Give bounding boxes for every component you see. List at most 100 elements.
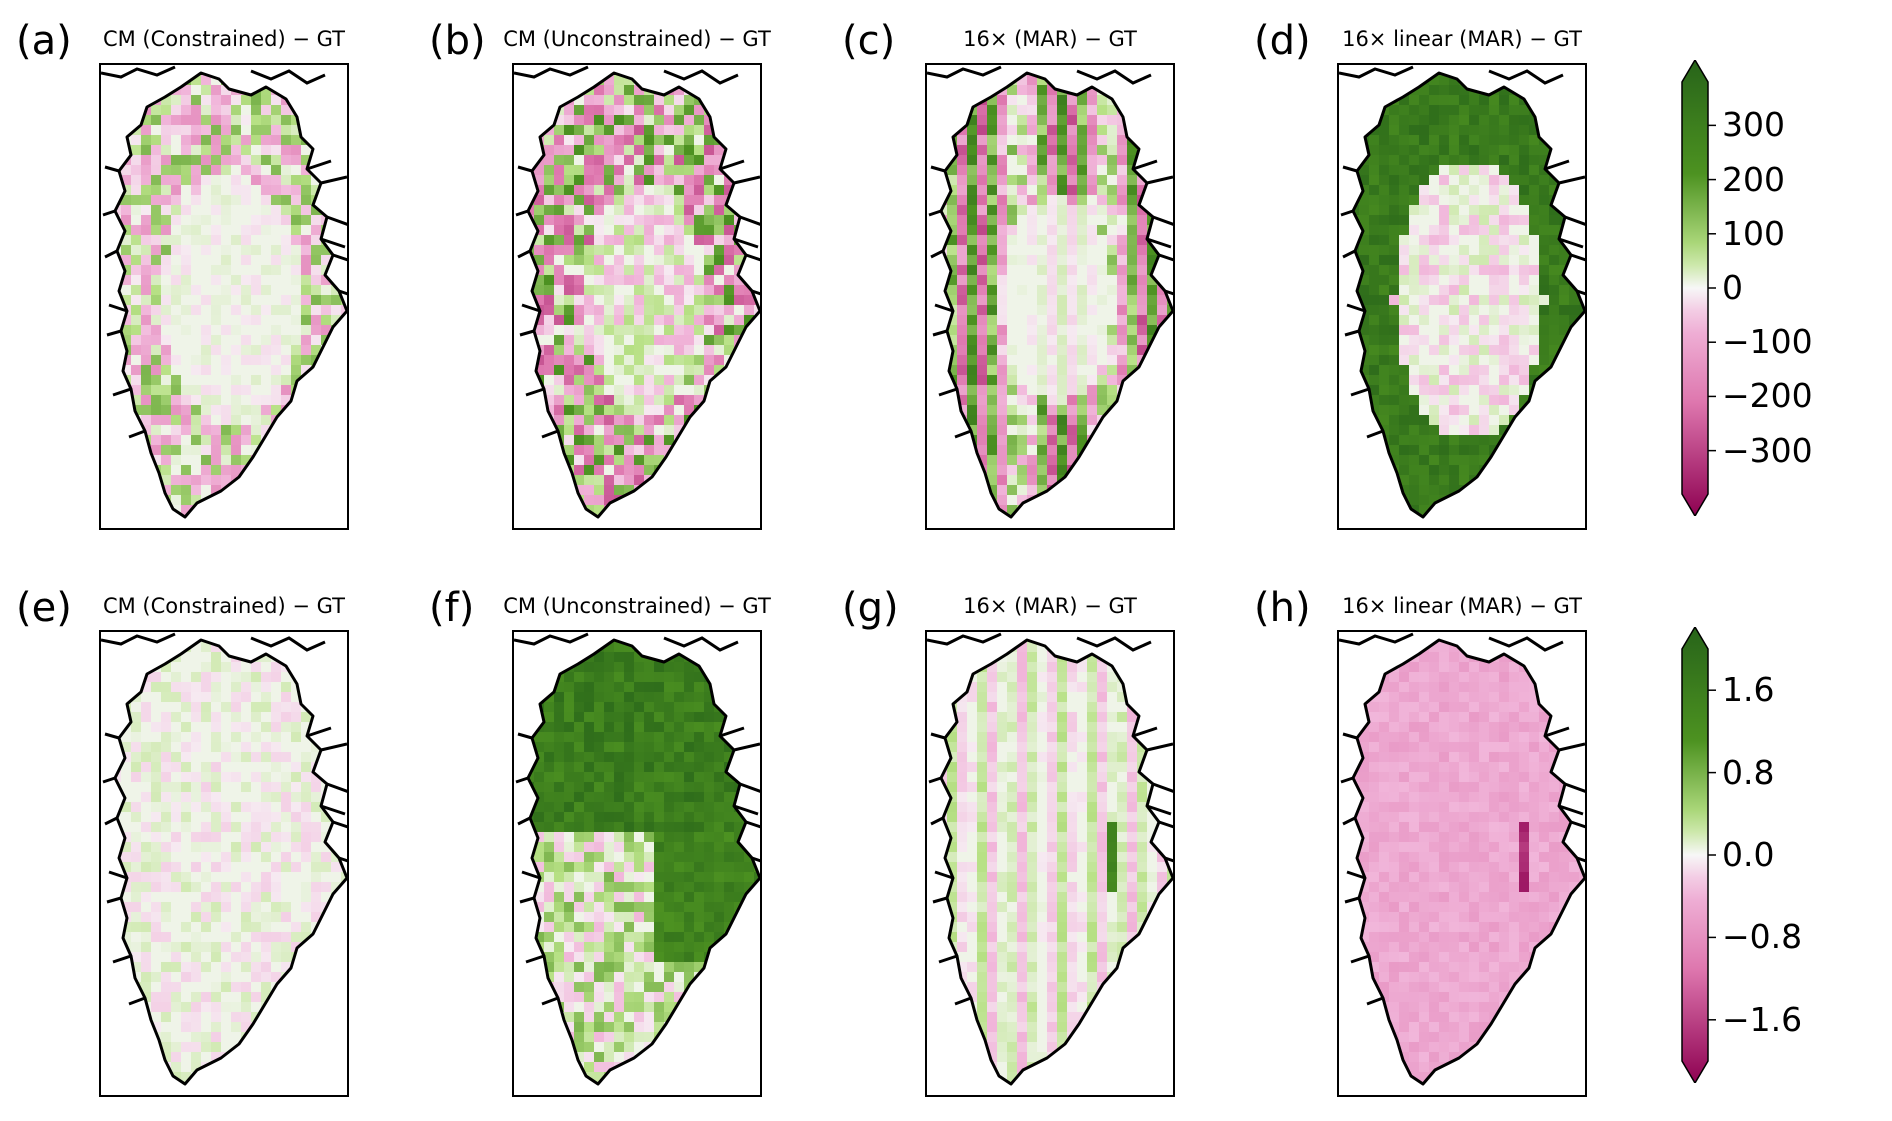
field-cell xyxy=(191,165,201,175)
field-cell xyxy=(1087,115,1097,125)
field-cell xyxy=(1037,375,1047,385)
field-cell xyxy=(604,145,614,155)
field-cell xyxy=(1409,425,1419,435)
field-cell xyxy=(181,640,191,642)
field-cell xyxy=(1127,345,1137,355)
field-cell xyxy=(664,465,674,475)
field-cell xyxy=(674,205,684,215)
field-cell xyxy=(281,305,291,315)
field-cell xyxy=(221,365,231,375)
field-cell xyxy=(644,335,654,345)
field-cell xyxy=(181,105,191,115)
field-cell xyxy=(1359,295,1369,305)
field-cell xyxy=(1409,125,1419,135)
field-cell xyxy=(211,892,221,902)
field-cell xyxy=(341,385,347,395)
field-cell xyxy=(281,85,291,95)
field-cell xyxy=(1027,525,1037,530)
field-cell xyxy=(1489,125,1499,135)
field-cell xyxy=(694,235,704,245)
field-cell xyxy=(644,325,654,335)
field-cell xyxy=(1399,375,1409,385)
field-cell xyxy=(724,425,734,435)
field-cell xyxy=(957,225,967,235)
field-cell xyxy=(301,285,311,295)
field-cell xyxy=(574,295,584,305)
field-cell xyxy=(1389,225,1399,235)
field-cell xyxy=(1579,165,1585,175)
field-cell xyxy=(1509,385,1519,395)
field-cell xyxy=(311,185,321,195)
field-cell xyxy=(131,712,141,722)
field-cell xyxy=(594,165,604,175)
field-cell xyxy=(564,335,574,345)
field-cell xyxy=(1529,185,1539,195)
field-cell xyxy=(1097,145,1107,155)
field-cell xyxy=(1419,275,1429,285)
field-cell xyxy=(1369,485,1379,495)
field-cell xyxy=(1489,135,1499,145)
field-cell xyxy=(161,782,171,792)
field-cell xyxy=(1057,73,1067,75)
field-cell xyxy=(341,640,347,642)
field-cell xyxy=(1339,495,1349,505)
field-cell xyxy=(1499,185,1509,195)
field-cell xyxy=(714,125,724,135)
field-cell xyxy=(754,145,760,155)
field-cell xyxy=(594,225,604,235)
field-cell xyxy=(1549,85,1559,95)
field-cell xyxy=(544,515,554,517)
field-cell xyxy=(634,255,644,265)
field-cell xyxy=(231,325,241,335)
field-cell xyxy=(564,135,574,145)
field-cell xyxy=(574,375,584,385)
field-cell xyxy=(211,862,221,872)
field-cell xyxy=(684,325,694,335)
field-cell xyxy=(1167,165,1173,175)
field-cell xyxy=(1137,215,1147,225)
field-cell xyxy=(754,515,760,517)
field-cell xyxy=(1339,275,1349,285)
field-cell xyxy=(1429,165,1439,175)
field-cell xyxy=(1559,145,1569,155)
field-cell xyxy=(1409,275,1419,285)
field-cell xyxy=(1067,395,1077,405)
field-cell xyxy=(1509,245,1519,255)
field-cell xyxy=(191,782,201,792)
field-cell xyxy=(251,772,261,782)
field-cell xyxy=(271,782,281,792)
field-cell xyxy=(1509,125,1519,135)
field-cell xyxy=(1389,175,1399,185)
field-cell xyxy=(724,485,734,495)
field-cell xyxy=(644,515,654,517)
field-cell xyxy=(1147,195,1157,205)
field-cell xyxy=(251,495,261,505)
field-cell xyxy=(544,275,554,285)
field-cell xyxy=(754,375,760,385)
field-cell xyxy=(1429,275,1439,285)
field-cell xyxy=(744,73,754,75)
field-cell xyxy=(1097,295,1107,305)
field-cell xyxy=(191,972,201,982)
field-cell xyxy=(584,215,594,225)
field-cell xyxy=(1137,185,1147,195)
field-cell xyxy=(724,105,734,115)
field-cell xyxy=(101,962,111,972)
field-cell xyxy=(644,465,654,475)
field-cell xyxy=(1579,465,1585,475)
field-cell xyxy=(101,782,111,792)
field-cell xyxy=(171,882,181,892)
field-cell xyxy=(1047,465,1057,475)
field-cell xyxy=(241,962,251,972)
field-cell xyxy=(1369,105,1379,115)
field-cell xyxy=(1067,515,1077,517)
field-cell xyxy=(111,525,121,530)
field-cell xyxy=(151,972,161,982)
field-cell xyxy=(311,95,321,105)
field-cell xyxy=(231,175,241,185)
field-cell xyxy=(574,465,584,475)
field-cell xyxy=(724,335,734,345)
field-cell xyxy=(987,215,997,225)
field-cell xyxy=(957,525,967,530)
field-cell xyxy=(1429,245,1439,255)
